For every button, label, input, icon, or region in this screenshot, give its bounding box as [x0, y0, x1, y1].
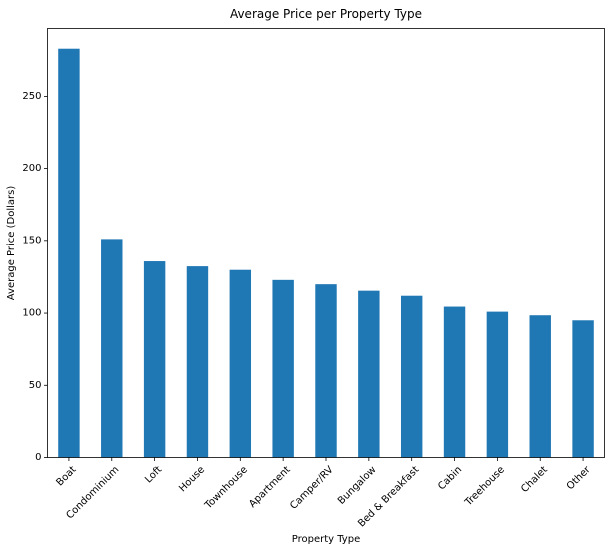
x-tick-label-3: House: [177, 464, 207, 494]
bar-3: [186, 266, 209, 458]
x-tick-label-4: Townhouse: [202, 464, 250, 512]
x-tick-label-0: Boat: [55, 464, 79, 488]
bar-10: [486, 311, 509, 458]
x-tick-label-10: Treehouse: [462, 464, 507, 509]
plot-frame: [47, 28, 605, 458]
x-tick-label-7: Bungalow: [336, 464, 378, 506]
y-tick-label-4: 200: [22, 163, 41, 174]
x-tick-label-9: Cabin: [436, 464, 464, 492]
x-axis-label: Property Type: [292, 534, 360, 545]
bar-7: [358, 290, 380, 458]
chart-title: Average Price per Property Type: [230, 7, 422, 21]
x-tick-label-11: Chalet: [519, 464, 550, 495]
bar-6: [315, 284, 337, 458]
y-tick-label-0: 0: [35, 452, 41, 463]
x-tick-label-12: Other: [565, 464, 593, 492]
bar-5: [272, 279, 294, 458]
x-tick-label-5: Apartment: [247, 464, 293, 510]
bars-group: [58, 48, 594, 458]
bar-12: [572, 320, 594, 458]
bar-4: [229, 269, 252, 458]
y-tick-label-2: 100: [22, 308, 41, 319]
y-tick-label-1: 50: [29, 380, 42, 391]
bar-0: [58, 48, 80, 458]
y-tick-label-5: 250: [22, 91, 41, 102]
bar-9: [443, 306, 466, 458]
bar-8: [400, 295, 423, 458]
bar-11: [529, 315, 551, 458]
y-axis-ticks: 0 50 100 150 200 250: [22, 91, 48, 463]
y-tick-label-3: 150: [22, 235, 41, 246]
x-tick-label-2: Loft: [143, 464, 164, 485]
bar-1: [101, 239, 123, 458]
x-tick-label-6: Camper/RV: [288, 464, 336, 512]
y-axis-label: Average Price (Dollars): [6, 186, 17, 301]
bar-2: [143, 261, 166, 458]
